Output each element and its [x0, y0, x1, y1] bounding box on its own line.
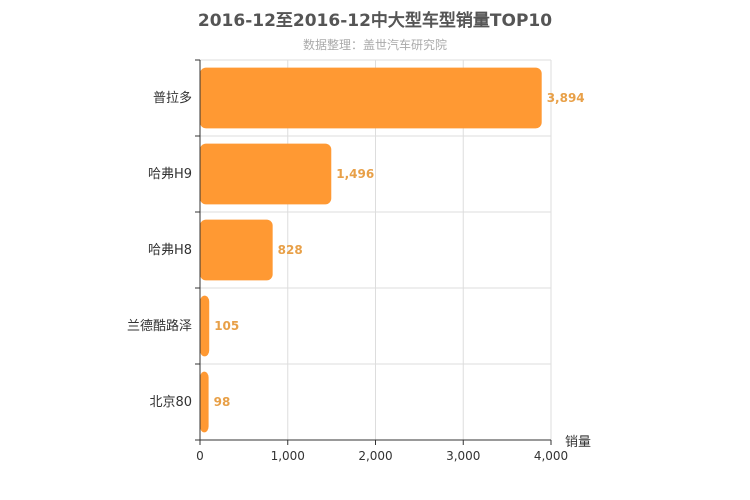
bar-4 — [200, 295, 210, 357]
chart-subtitle: 数据整理：盖世汽车研究院 — [302, 38, 447, 52]
category-label: 兰德酷路泽 — [127, 318, 192, 334]
x-tick-label: 4,000 — [534, 449, 568, 463]
category-label: 北京80 — [149, 395, 192, 410]
bar-5 — [200, 371, 209, 433]
bars-layer: 3,894 1,496 828 105 98 — [200, 67, 585, 433]
value-label: 828 — [278, 243, 303, 257]
value-label: 3,894 — [547, 91, 585, 105]
category-label: 哈弗H9 — [148, 167, 192, 182]
category-label: 普拉多 — [153, 90, 192, 106]
x-axis-title: 销量 — [565, 435, 591, 450]
category-label: 哈弗H8 — [148, 243, 192, 258]
value-label: 98 — [214, 395, 231, 409]
bar-3 — [200, 219, 273, 281]
x-tick-label: 0 — [196, 449, 204, 463]
bar-2 — [200, 143, 332, 205]
bar-1 — [200, 67, 542, 129]
value-label: 105 — [214, 319, 239, 333]
x-tick-label: 2,000 — [358, 449, 392, 463]
chart-title: 2016-12至2016-12中大型车型销量TOP10 — [197, 11, 553, 31]
value-label: 1,496 — [336, 167, 374, 181]
x-tick-label: 1,000 — [271, 449, 305, 463]
x-tick-label: 3,000 — [446, 449, 480, 463]
